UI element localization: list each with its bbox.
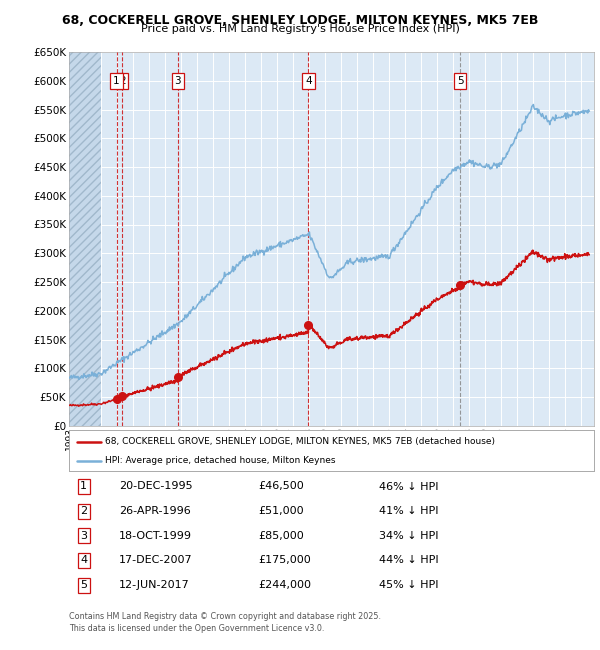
Text: 68, COCKERELL GROVE, SHENLEY LODGE, MILTON KEYNES, MK5 7EB: 68, COCKERELL GROVE, SHENLEY LODGE, MILT… (62, 14, 538, 27)
Text: 3: 3 (175, 76, 181, 86)
Text: 46% ↓ HPI: 46% ↓ HPI (379, 482, 438, 491)
Text: Contains HM Land Registry data © Crown copyright and database right 2025.
This d: Contains HM Land Registry data © Crown c… (69, 612, 381, 633)
Text: 68, COCKERELL GROVE, SHENLEY LODGE, MILTON KEYNES, MK5 7EB (detached house): 68, COCKERELL GROVE, SHENLEY LODGE, MILT… (105, 437, 494, 447)
Text: 18-OCT-1999: 18-OCT-1999 (119, 531, 192, 541)
Text: £175,000: £175,000 (258, 556, 311, 566)
Text: 20-DEC-1995: 20-DEC-1995 (119, 482, 193, 491)
Text: HPI: Average price, detached house, Milton Keynes: HPI: Average price, detached house, Milt… (105, 456, 335, 465)
Text: £244,000: £244,000 (258, 580, 311, 590)
Text: 44% ↓ HPI: 44% ↓ HPI (379, 556, 439, 566)
Text: 2: 2 (80, 506, 87, 516)
Text: 3: 3 (80, 531, 87, 541)
Text: £46,500: £46,500 (258, 482, 304, 491)
Text: 34% ↓ HPI: 34% ↓ HPI (379, 531, 438, 541)
Text: 4: 4 (305, 76, 312, 86)
Text: 45% ↓ HPI: 45% ↓ HPI (379, 580, 438, 590)
Text: Price paid vs. HM Land Registry's House Price Index (HPI): Price paid vs. HM Land Registry's House … (140, 24, 460, 34)
Text: 12-JUN-2017: 12-JUN-2017 (119, 580, 190, 590)
Bar (69, 52, 101, 426)
Text: 26-APR-1996: 26-APR-1996 (119, 506, 191, 516)
Text: 17-DEC-2007: 17-DEC-2007 (119, 556, 193, 566)
Text: £51,000: £51,000 (258, 506, 304, 516)
Text: 41% ↓ HPI: 41% ↓ HPI (379, 506, 438, 516)
Text: 5: 5 (457, 76, 464, 86)
Text: 1: 1 (113, 76, 120, 86)
Text: 2: 2 (119, 76, 125, 86)
Text: 1: 1 (80, 482, 87, 491)
Text: £85,000: £85,000 (258, 531, 304, 541)
Text: 4: 4 (80, 556, 87, 566)
Text: 5: 5 (80, 580, 87, 590)
